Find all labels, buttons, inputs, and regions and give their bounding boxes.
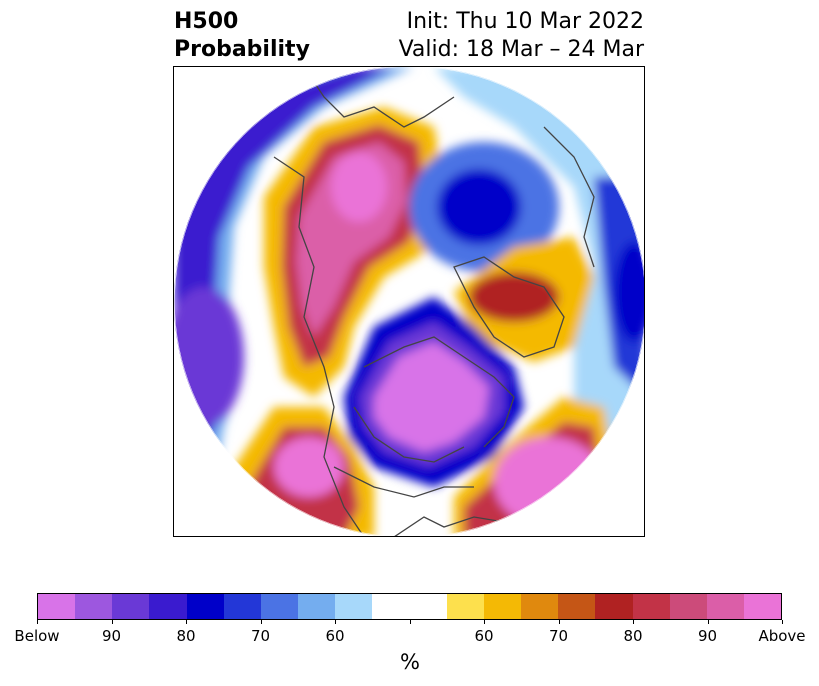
colorbar-segment — [186, 594, 224, 619]
colorbar-tick-mark — [633, 620, 634, 624]
colorbar — [37, 593, 782, 620]
colorbar-segment — [521, 594, 559, 619]
map-panel — [173, 66, 645, 537]
colorbar-tick-label: 80 — [623, 627, 643, 645]
colorbar-tick-label: 80 — [176, 627, 196, 645]
colorbar-segment — [446, 594, 484, 619]
colorbar-segment — [260, 594, 299, 619]
colorbar-segment — [38, 594, 76, 619]
colorbar-segment — [743, 594, 782, 619]
title-init-date: Init: Thu 10 Mar 2022 — [406, 9, 644, 34]
atlantic-ridge-core — [494, 437, 604, 527]
colorbar-segment — [669, 594, 707, 619]
colorbar-tick-label: Above — [758, 627, 806, 645]
colorbar-tick-mark — [409, 620, 411, 624]
colorbar-tick-mark — [558, 620, 560, 624]
colorbar-tick-label: 90 — [101, 627, 122, 645]
colorbar-segment — [409, 594, 447, 619]
arctic-low-core — [437, 169, 521, 245]
colorbar-segment — [632, 594, 670, 619]
colorbar-segment — [558, 594, 596, 619]
colorbar-tick-label: 70 — [548, 627, 569, 645]
colorbar-tick-mark — [260, 620, 262, 624]
colorbar-segment — [112, 594, 150, 619]
title-variable: H500 — [174, 9, 239, 34]
pacific-ridge-core — [274, 437, 344, 497]
greenland-ridge-core — [469, 272, 559, 322]
title-valid-range: Valid: 18 Mar – 24 Mar — [398, 37, 644, 62]
colorbar-segment — [223, 594, 261, 619]
colorbar-segment — [595, 594, 633, 619]
colorbar-segment — [75, 594, 113, 619]
colorbar-segment — [335, 594, 373, 619]
siberia-negative-outer — [434, 67, 644, 487]
colorbar-segment — [706, 594, 744, 619]
alaska-ridge-center — [331, 152, 387, 222]
colorbar-tick-mark — [484, 620, 485, 624]
title-product: Probability — [174, 37, 310, 62]
polar-probability-map — [174, 67, 644, 536]
colorbar-tick-label: 60 — [474, 627, 494, 645]
colorbar-segment — [483, 594, 522, 619]
colorbar-segment — [372, 594, 410, 619]
colorbar-tick-mark — [37, 620, 38, 624]
na-trough-core — [374, 342, 489, 452]
colorbar-tick-mark — [782, 620, 783, 624]
colorbar-segment — [298, 594, 336, 619]
colorbar-tick-label: 90 — [697, 627, 718, 645]
colorbar-tick-mark — [707, 620, 709, 624]
siberia-negative-core — [614, 242, 644, 342]
colorbar-unit-label: % — [400, 650, 420, 674]
colorbar-tick-mark — [186, 620, 187, 624]
coastlines — [273, 67, 625, 536]
colorbar-tick-mark — [335, 620, 336, 624]
colorbar-segment — [149, 594, 187, 619]
colorbar-tick-mark — [111, 620, 113, 624]
colorbar-tick-label: Below — [14, 627, 60, 645]
colorbar-tick-label: 60 — [325, 627, 345, 645]
colorbar-tick-label: 70 — [250, 627, 271, 645]
